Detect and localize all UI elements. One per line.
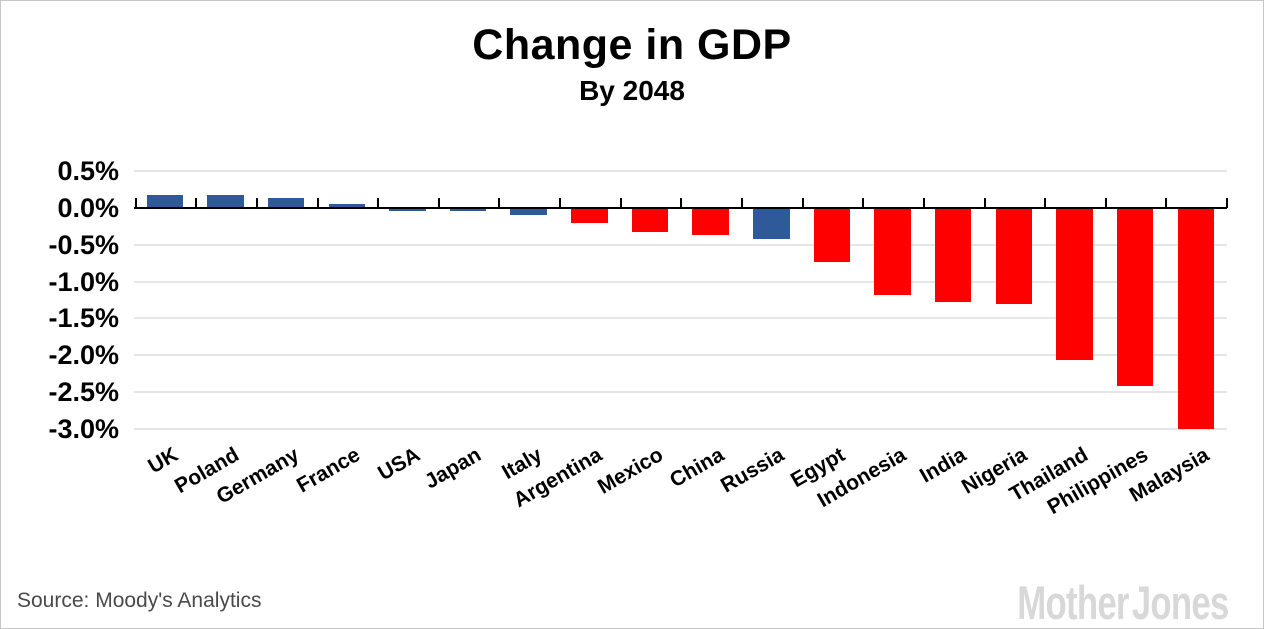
axis-tick	[619, 197, 622, 208]
bar-philippines	[1116, 207, 1154, 387]
gridline	[134, 354, 1227, 357]
axis-tick	[498, 197, 501, 208]
bar-russia	[753, 207, 790, 240]
bar-uk	[146, 194, 184, 208]
axis-tick	[1226, 197, 1229, 208]
gridline	[134, 243, 1227, 246]
source-note: Source: Moody's Analytics	[17, 589, 262, 612]
bar-france	[328, 204, 366, 208]
axis-tick	[437, 197, 440, 208]
y-tick-label: 0.0%	[57, 192, 119, 223]
bar-mexico	[631, 207, 669, 233]
bar-thailand	[1056, 207, 1093, 360]
axis-tick	[134, 197, 137, 208]
bar-egypt	[813, 207, 851, 262]
axis-tick	[801, 197, 804, 208]
bar-japan	[449, 207, 487, 212]
bar-china	[692, 207, 729, 236]
chart-title: Change in GDP	[472, 21, 792, 69]
bar-poland	[207, 194, 244, 208]
axis-tick	[195, 197, 198, 208]
bar-germany	[267, 198, 305, 208]
bar-argentina	[571, 207, 608, 224]
gridline	[134, 280, 1227, 283]
bar-indonesia	[874, 207, 911, 295]
bar-india	[934, 207, 972, 303]
axis-tick	[983, 197, 986, 208]
y-tick-label: -1.5%	[48, 303, 119, 334]
axis-tick	[922, 197, 925, 208]
axis-tick	[1104, 197, 1107, 208]
zero-axis-line	[134, 206, 1227, 210]
gridline	[134, 427, 1227, 430]
y-tick-label: 0.5%	[57, 155, 119, 186]
axis-tick	[680, 197, 683, 208]
y-tick-label: -0.5%	[48, 229, 119, 260]
gridline	[134, 317, 1227, 320]
bar-italy	[510, 207, 547, 216]
axis-tick	[255, 197, 258, 208]
axis-tick	[741, 197, 743, 208]
axis-tick	[1044, 197, 1047, 208]
bar-usa	[389, 207, 426, 212]
y-tick-label: -1.0%	[48, 266, 119, 297]
brand-logo: Mother Jones	[1017, 576, 1230, 629]
chart-subtitle: By 2048	[579, 75, 685, 106]
axis-tick	[1165, 197, 1168, 208]
axis-tick	[559, 197, 562, 208]
y-tick-label: -2.5%	[48, 377, 119, 408]
axis-tick	[377, 197, 380, 208]
gridline	[134, 391, 1227, 394]
bar-malaysia	[1177, 207, 1215, 429]
axis-tick	[862, 197, 865, 208]
y-tick-label: -3.0%	[48, 413, 119, 444]
bar-nigeria	[995, 207, 1033, 304]
axis-tick	[316, 197, 319, 208]
gridline	[134, 169, 1227, 172]
y-tick-label: -2.0%	[48, 340, 119, 371]
